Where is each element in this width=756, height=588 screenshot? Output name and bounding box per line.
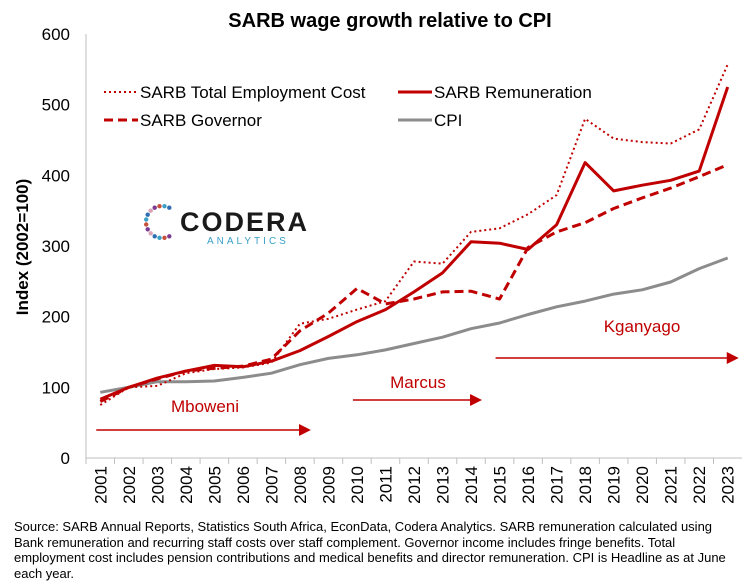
logo-sub: ANALYTICS xyxy=(207,236,289,247)
x-tick-label: 2020 xyxy=(633,466,652,504)
y-axis-label: Index (2002=100) xyxy=(13,179,32,316)
y-tick-label: 400 xyxy=(42,166,70,185)
x-tick-label: 2004 xyxy=(177,466,196,504)
legend-label: SARB Governor xyxy=(140,111,262,130)
series-line-sarb-governor xyxy=(99,163,729,403)
x-tick-label: 2017 xyxy=(548,466,567,504)
x-tick-label: 2005 xyxy=(205,466,224,504)
series-line-cpi xyxy=(100,256,729,394)
x-tick-label: 2015 xyxy=(491,466,510,504)
legend-label: SARB Remuneration xyxy=(434,83,592,102)
x-tick-label: 2011 xyxy=(376,466,395,503)
chart: SARB wage growth relative to CPI Index (… xyxy=(13,10,742,504)
logo-dot xyxy=(152,234,157,239)
y-tick-label: 600 xyxy=(42,25,70,44)
codera-logo-mark xyxy=(144,204,172,240)
x-tick-label: 2006 xyxy=(234,466,253,504)
x-tick-label: 2009 xyxy=(319,466,338,504)
logo-dot xyxy=(162,204,167,209)
axes: 0 100 200 300 400 500 600 2001 2002 2003 2004 2005 2… xyxy=(42,25,742,504)
x-tick-label: 2013 xyxy=(434,466,453,504)
y-tick-label: 0 xyxy=(61,449,70,468)
logo-dot xyxy=(145,227,150,232)
series-line-sarb-total-employment-cost xyxy=(99,63,729,406)
x-tick-label: 2008 xyxy=(291,466,310,504)
x-tick-label: 2003 xyxy=(148,466,167,504)
logo-name: CODERA xyxy=(180,207,309,237)
x-tick-label: 2001 xyxy=(91,466,110,504)
y-tick-label: 500 xyxy=(42,96,70,115)
logo-dot xyxy=(157,235,162,240)
logo-dot xyxy=(167,205,172,210)
x-tick-label: 2012 xyxy=(405,466,424,504)
legend-label: SARB Total Employment Cost xyxy=(140,83,366,102)
legend: SARB Total Employment Cost SARB Remunerat… xyxy=(104,83,592,130)
term-label: Marcus xyxy=(390,373,446,392)
x-tick-label: 2023 xyxy=(719,466,738,504)
logo-dot xyxy=(145,212,150,217)
series-line-sarb-remuneration xyxy=(99,86,730,401)
term-label: Mboweni xyxy=(171,397,239,416)
series-layer xyxy=(99,63,730,406)
x-tick-label: 2002 xyxy=(120,466,139,504)
source-note: Source: SARB Annual Reports, Statistics … xyxy=(14,519,726,581)
logo-dot xyxy=(157,204,162,209)
y-tick-label: 200 xyxy=(42,308,70,327)
logo-dot xyxy=(167,234,172,239)
x-tick-label: 2014 xyxy=(462,466,481,504)
logo-dot xyxy=(152,205,157,210)
legend-label: CPI xyxy=(434,111,462,130)
chart-title: SARB wage growth relative to CPI xyxy=(228,10,551,32)
annotations: Mboweni Marcus Kganyago xyxy=(96,317,739,436)
x-tick-label: 2010 xyxy=(348,466,367,504)
logo-dot xyxy=(148,208,153,213)
logo-dot xyxy=(148,231,153,236)
logo-dot xyxy=(144,217,149,222)
y-tick-label: 300 xyxy=(42,237,70,256)
x-tick-label: 2018 xyxy=(576,466,595,504)
codera-logo: CODERA ANALYTICS xyxy=(144,204,309,247)
logo-dot xyxy=(144,222,149,227)
x-tick-label: 2007 xyxy=(262,466,281,504)
x-tick-label: 2019 xyxy=(605,466,624,504)
y-tick-label: 100 xyxy=(42,378,70,397)
x-tick-label: 2022 xyxy=(690,466,709,504)
term-label: Kganyago xyxy=(604,317,681,336)
x-tick-label: 2016 xyxy=(519,466,538,504)
x-tick-label: 2021 xyxy=(662,466,681,504)
logo-dot xyxy=(162,235,167,240)
